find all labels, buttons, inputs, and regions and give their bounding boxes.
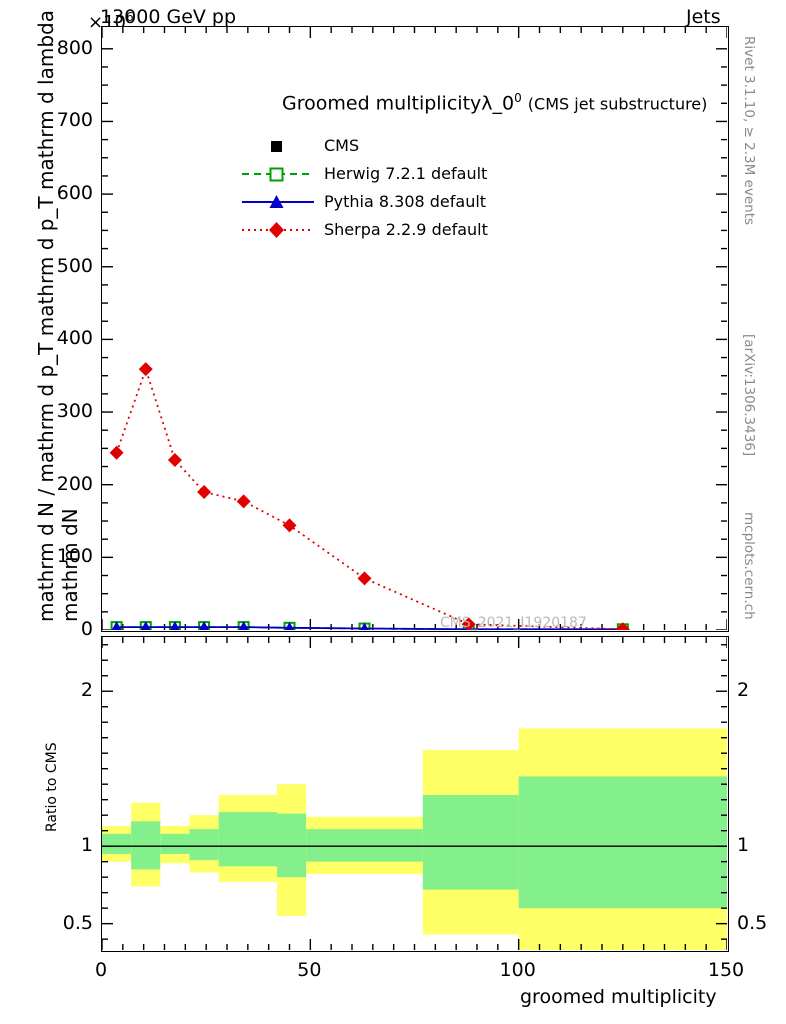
tick-label: 150 (707, 959, 745, 981)
watermark-label: CMS_2021_I1920187 (440, 615, 587, 631)
chart-title-symbol-sup: 0 (514, 91, 522, 105)
ratio-axis-ticks (102, 637, 727, 950)
tick-label: 500 (56, 254, 93, 277)
chart-title-sub: (CMS jet substructure) (527, 94, 708, 114)
header-right-label: Jets (686, 6, 721, 28)
tick-label: 1 (737, 834, 750, 857)
main-plot-panel: Groomed multiplicityλ_00 (CMS jet substr… (101, 26, 729, 632)
tick-label: 50 (297, 959, 322, 981)
tick-label: 0.5 (62, 911, 93, 934)
tick-label: 700 (56, 109, 93, 132)
main-plot-svg (102, 27, 727, 630)
legend-label-pythia: Pythia 8.308 default (324, 192, 487, 211)
legend-label-sherpa: Sherpa 2.2.9 default (324, 220, 488, 239)
y-axis-label-main-a: mathrm d N / mathrm d p_T mathrm d p_T m… (34, 10, 58, 622)
y-axis-label-ratio: Ratio to CMS (44, 742, 60, 832)
main-data-series (109, 362, 630, 630)
tick-label: 100 (56, 545, 93, 568)
ratio-plot-svg (102, 637, 727, 950)
tick-label: 2 (737, 679, 750, 702)
legend-label-herwig: Herwig 7.2.1 default (324, 164, 488, 183)
legend-marker-cms (271, 141, 282, 152)
chart-title: Groomed multiplicityλ_00 (CMS jet substr… (282, 91, 707, 114)
tick-label: 0.5 (737, 911, 768, 934)
header-left-label: 13000 GeV pp (100, 6, 237, 28)
tick-label: 2 (80, 679, 93, 702)
chart-title-main: Groomed multiplicity (282, 92, 482, 115)
tick-label: 1 (80, 834, 93, 857)
ratio-uncertainty-bands (102, 728, 727, 950)
ratio-plot-panel (101, 636, 729, 952)
tick-label: 300 (56, 400, 93, 423)
main-axis-ticks (102, 27, 727, 630)
exponent-sup: 6 (126, 10, 134, 24)
tick-label: 0 (94, 959, 108, 981)
tick-label: 600 (56, 182, 93, 205)
tick-label: 800 (56, 36, 93, 59)
tick-label: 0 (80, 618, 93, 640)
x-axis-title: groomed multiplicity (520, 986, 717, 1008)
legend-marker-sherpa (242, 222, 314, 238)
tick-label: 100 (499, 959, 536, 981)
legend-marker-herwig (242, 167, 314, 182)
side-note-rivet: Rivet 3.1.10, ≥ 2.3M events (741, 36, 757, 226)
tick-label: 400 (56, 327, 93, 350)
legend-label-cms: CMS (324, 136, 360, 155)
chart-title-symbol: λ_0 (481, 92, 515, 115)
tick-label: 200 (56, 472, 93, 495)
side-note-arxiv: [arXiv:1306.3436] (741, 334, 757, 457)
legend-marker-pythia (242, 195, 314, 208)
side-note-site: mcplots.cern.ch (741, 512, 757, 620)
